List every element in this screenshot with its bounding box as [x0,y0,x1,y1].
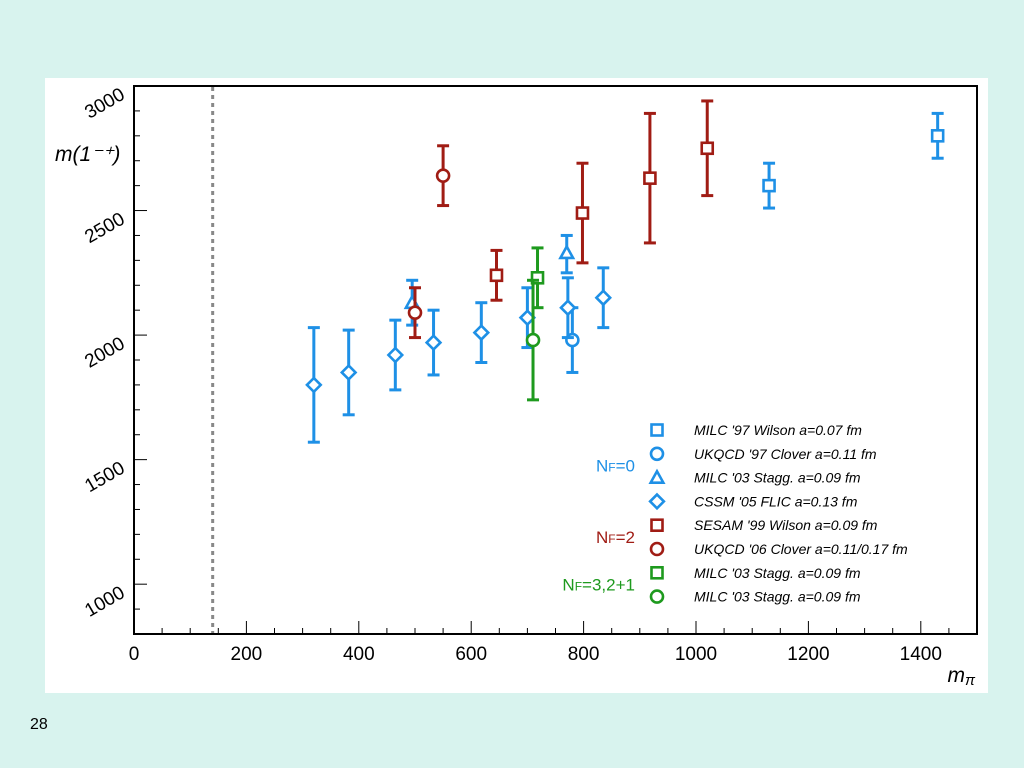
legend-marker [649,446,665,462]
chart: 0 200 400 600 800 1000 1200 1400 1000 1500 2000 250… [55,84,978,689]
page-number: 28 [30,716,48,733]
data-point [525,332,541,348]
legend-group-label: NF=3,2+1 [562,576,635,595]
legend-group-label: NF=0 [596,457,635,476]
x-tick-label: 0 [129,644,140,665]
data-point [559,298,577,317]
data-point [594,289,612,307]
data-point [762,178,776,193]
y-tick-label: 3000 [81,84,128,123]
legend-entry: CSSM '05 FLIC a=0.13 fm [694,493,858,509]
y-tick-label: 2500 [81,209,128,248]
legend-group-label: NF=2 [596,528,635,547]
legend-marker [650,518,664,533]
legend-entry: SESAM '99 Wilson a=0.09 fm [694,517,878,533]
legend-marker [650,423,664,437]
y-tick-label: 1000 [81,582,128,621]
x-tick-label: 1400 [900,644,942,665]
data-point [435,168,451,183]
data-point [575,206,590,220]
y-tick-label: 2000 [81,333,128,372]
y-axis-title: m(1⁻⁺) [55,143,120,166]
legend-marker [648,492,666,511]
legend-marker [649,589,665,604]
legend-entry: UKQCD '06 Clover a=0.11/0.17 fm [694,541,908,557]
x-tick-label: 1200 [787,644,829,665]
data-point [930,129,945,143]
x-tick-label: 800 [568,644,600,665]
data-point [558,243,576,260]
chart-panel: 0 200 400 600 800 1000 1200 1400 1000 1500 2000 250… [45,78,988,693]
legend-marker [648,468,666,484]
legend-entry: MILC '03 Stagg. a=0.09 fm [694,470,861,486]
data-point [700,141,715,156]
x-tick-label: 600 [455,644,487,665]
x-axis-title: mπ [947,664,976,689]
data-point [386,346,405,364]
data-point [530,271,545,285]
x-tick-label: 200 [231,644,263,665]
legend-marker [649,541,665,557]
data-point [339,363,358,382]
legend-marker [650,565,664,580]
data-point [489,268,504,283]
legend-entry: UKQCD '97 Clover a=0.11 fm [694,446,877,462]
x-tick-label: 400 [343,644,375,665]
legend-entry: MILC '03 Stagg. a=0.09 fm [694,589,861,605]
data-point [472,323,491,342]
x-tick-label: 1000 [675,644,717,665]
data-point [305,376,323,394]
legend-entry: MILC '03 Stagg. a=0.09 fm [694,565,861,581]
legend-entry: MILC '97 Wilson a=0.07 fm [694,422,862,438]
data-point [424,333,443,352]
y-tick-label: 1500 [81,458,128,497]
data-point [643,171,657,185]
data-point [407,305,423,320]
